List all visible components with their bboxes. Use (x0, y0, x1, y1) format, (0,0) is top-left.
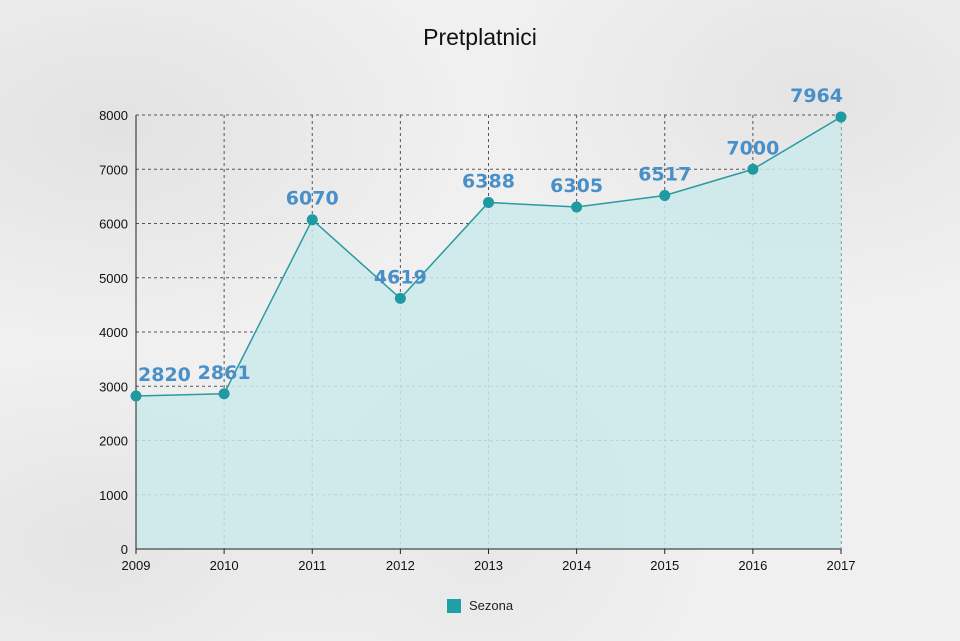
x-tick-label: 2010 (210, 558, 239, 573)
data-point (218, 388, 230, 400)
x-tick-label: 2012 (386, 558, 415, 573)
data-label: 6517 (638, 163, 691, 185)
chart-title: Pretplatnici (423, 24, 537, 50)
data-point (659, 189, 671, 201)
x-tick-label: 2011 (298, 558, 326, 573)
y-tick-label: 1000 (99, 488, 128, 503)
data-point (835, 111, 847, 123)
x-tick-label: 2013 (474, 558, 503, 573)
axes: 0 1000 2000 3000 4000 5000 6000 7000 8000 2009 201… (99, 108, 855, 573)
data-label: 7964 (790, 85, 843, 107)
x-tick-label: 2015 (650, 558, 679, 573)
y-tick-label: 0 (121, 542, 128, 557)
data-point (130, 390, 142, 402)
data-point (483, 196, 494, 208)
data-label: 7000 (726, 137, 779, 159)
x-tick-label: 2014 (562, 558, 591, 573)
data-point (306, 214, 318, 226)
data-label: 2820 (138, 364, 191, 386)
data-label: 6388 (462, 170, 515, 192)
y-tick-label: 6000 (99, 217, 128, 232)
data-label: 6305 (550, 175, 603, 197)
y-tick-label: 8000 (99, 108, 128, 123)
data-label: 2861 (198, 362, 251, 384)
data-label: 4619 (374, 266, 427, 288)
y-tick-label: 3000 (99, 379, 128, 394)
y-tick-label: 7000 (99, 162, 128, 177)
y-tick-label: 4000 (99, 325, 128, 340)
data-point (747, 163, 759, 175)
y-tick-label: 5000 (99, 271, 128, 286)
data-label: 6070 (286, 188, 339, 210)
x-tick-label: 2016 (738, 558, 767, 573)
data-labels: 2820 2861 6070 4619 6388 6305 6517 7000 7964 (138, 85, 843, 386)
y-tick-label: 2000 (99, 434, 128, 449)
legend-swatch (446, 598, 461, 613)
data-point (571, 201, 583, 213)
x-tick-label: 2017 (827, 558, 856, 573)
data-point (394, 292, 406, 304)
markers (130, 111, 847, 402)
legend: Sezona (0, 598, 960, 613)
x-tick-label: 2009 (122, 558, 151, 573)
legend-label: Sezona (468, 598, 514, 613)
